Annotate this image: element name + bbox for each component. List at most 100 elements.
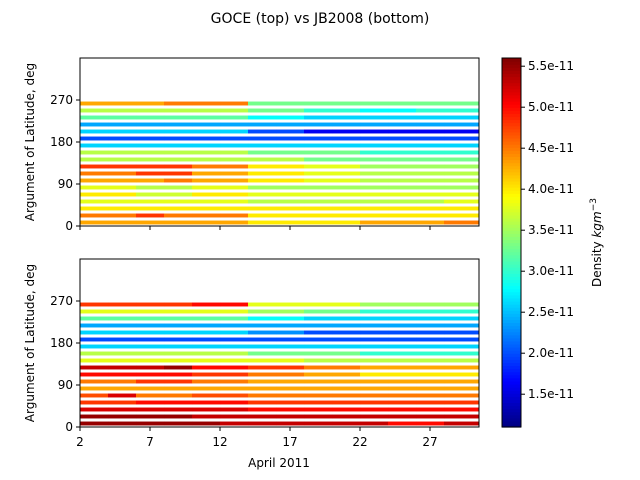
density-cell [80, 351, 109, 356]
density-cell [248, 407, 277, 412]
density-cell [332, 199, 361, 204]
density-cell [220, 122, 249, 127]
colorbar-segment [502, 85, 521, 90]
colorbar-segment [502, 73, 521, 78]
density-cell [304, 351, 333, 356]
density-cell [332, 192, 361, 197]
colorbar-segment [502, 260, 521, 265]
density-cell [136, 108, 165, 113]
density-cell [332, 407, 361, 412]
density-cell [220, 372, 249, 377]
colorbar-segment [502, 125, 521, 130]
density-cell [108, 220, 137, 225]
density-cell [192, 129, 221, 134]
colorbar-segment [502, 196, 521, 201]
density-cell [276, 386, 305, 391]
density-cell [80, 171, 109, 176]
density-cell [248, 414, 277, 419]
colorbar-tick-label: 5.0e-11 [528, 100, 574, 114]
density-cell [220, 407, 249, 412]
density-cell [304, 199, 333, 204]
colorbar-segment [502, 208, 521, 213]
density-cell [388, 206, 417, 211]
density-cell [332, 101, 361, 106]
density-cell [248, 365, 277, 370]
density-cell [276, 136, 305, 141]
density-cell [388, 115, 417, 120]
density-cell [80, 150, 109, 155]
colorbar-segment [502, 190, 521, 194]
colorbar-segment [502, 227, 521, 231]
density-cell [360, 393, 389, 398]
density-cell [220, 323, 249, 328]
density-cell [248, 316, 277, 321]
x-tick-label: 22 [352, 435, 367, 449]
density-cell [80, 108, 109, 113]
density-cell [248, 164, 277, 169]
density-cell [164, 414, 193, 419]
density-cell [80, 213, 109, 218]
density-cell [164, 136, 193, 141]
density-cell [276, 407, 305, 412]
density-cell [444, 372, 480, 377]
colorbar-segment [502, 141, 521, 145]
density-cell [416, 302, 445, 307]
density-cell [192, 164, 221, 169]
density-cell [248, 157, 277, 162]
density-cell [360, 164, 389, 169]
density-cell [388, 400, 417, 405]
density-cell [332, 143, 361, 148]
density-cell [80, 199, 109, 204]
colorbar-segment [502, 168, 521, 173]
density-cell [164, 101, 193, 106]
density-cell [304, 157, 333, 162]
density-cell [192, 337, 221, 342]
density-cell [220, 220, 249, 225]
colorbar-segment [502, 58, 521, 62]
density-cell [416, 136, 445, 141]
density-cell [108, 150, 137, 155]
density-cell [276, 309, 305, 314]
colorbar-segment [502, 399, 521, 403]
density-cell [108, 206, 137, 211]
density-cell [276, 372, 305, 377]
colorbar-segment [502, 128, 521, 133]
density-cell [444, 400, 480, 405]
colorbar-segment [502, 193, 521, 197]
density-cell [416, 393, 445, 398]
density-cell [164, 178, 193, 183]
density-cell [416, 150, 445, 155]
density-cell [304, 316, 333, 321]
density-cell [304, 101, 333, 106]
density-cell [332, 129, 361, 134]
density-cell [248, 122, 277, 127]
density-cell [248, 143, 277, 148]
density-cell [192, 143, 221, 148]
density-cell [108, 101, 137, 106]
density-cell [444, 206, 480, 211]
density-cell [416, 108, 445, 113]
density-cell [136, 393, 165, 398]
colorbar-tick-label: 3.0e-11 [528, 264, 574, 278]
density-cell [388, 393, 417, 398]
density-cell [276, 302, 305, 307]
density-cell [360, 400, 389, 405]
density-cell [276, 108, 305, 113]
density-cell [304, 143, 333, 148]
density-cell [304, 108, 333, 113]
density-cell [80, 372, 109, 377]
density-cell [444, 344, 480, 349]
colorbar-segment [502, 64, 521, 68]
density-cell [416, 220, 445, 225]
density-cell [108, 365, 137, 370]
density-cell [164, 122, 193, 127]
density-cell [192, 414, 221, 419]
colorbar-segment [502, 313, 521, 317]
y-tick-label: 180 [50, 336, 73, 350]
density-cell [444, 108, 480, 113]
density-cell [304, 164, 333, 169]
density-cell [304, 379, 333, 384]
density-cell [248, 108, 277, 113]
density-cell [304, 122, 333, 127]
density-cell [276, 393, 305, 398]
